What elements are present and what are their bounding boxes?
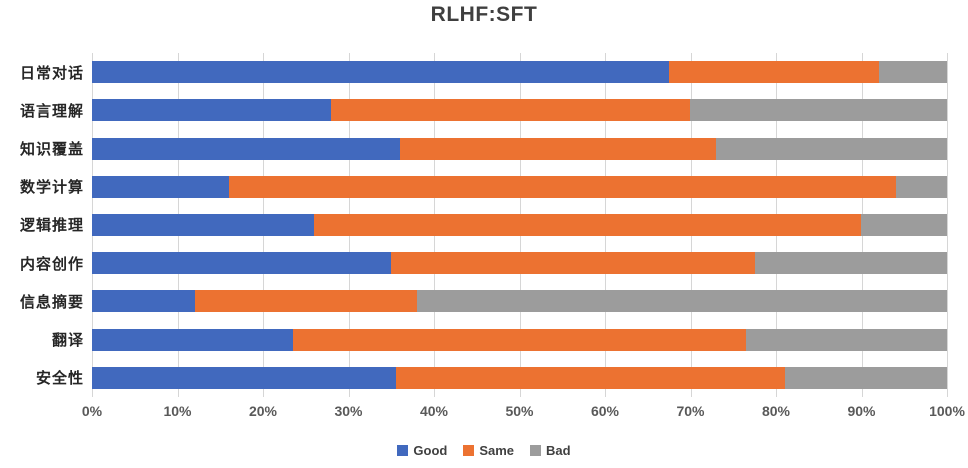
bar-segment-good — [92, 366, 396, 389]
legend-swatch-icon — [397, 445, 409, 456]
bar-segment-same — [391, 252, 755, 275]
bar-row-2 — [92, 91, 947, 129]
legend-label: Good — [413, 443, 448, 458]
bar-segment-bad — [895, 175, 947, 198]
x-tick-label-60%: 60% — [590, 403, 620, 419]
bar-segment-good — [92, 99, 332, 122]
bar-segment-good — [92, 328, 293, 351]
stacked-bar — [92, 366, 947, 389]
category-label-9: 安全性 — [35, 370, 84, 388]
stacked-bar — [92, 99, 947, 122]
x-tick-label-30%: 30% — [334, 403, 363, 419]
bar-segment-bad — [416, 290, 947, 313]
bar-segment-bad — [716, 137, 947, 160]
category-label-6: 内容创作 — [19, 255, 84, 273]
category-label-1: 日常对话 — [19, 64, 84, 82]
x-tick-label-80%: 80% — [761, 403, 791, 419]
category-label-3: 知识覆盖 — [19, 141, 84, 159]
x-axis-tick-labels: 0% 10% 20% 30% 40% 50% 60% 70% 80% 90% 100% — [0, 403, 968, 421]
bar-segment-same — [194, 290, 417, 313]
legend-swatch-icon — [530, 445, 542, 456]
bar-row-1 — [92, 53, 947, 91]
category-label-8: 翻译 — [51, 332, 84, 350]
bar-segment-bad — [784, 366, 947, 389]
bar-segment-good — [92, 137, 400, 160]
x-tick-label-90%: 90% — [847, 403, 876, 419]
bar-row-3 — [92, 129, 947, 167]
stacked-bar — [92, 61, 947, 84]
bar-segment-bad — [746, 328, 947, 351]
x-tick-label-0%: 0% — [81, 403, 103, 419]
plot-area — [92, 53, 948, 397]
stacked-bar — [92, 175, 947, 198]
bar-segment-good — [92, 290, 195, 313]
bar-segment-same — [292, 328, 747, 351]
bar-segment-good — [92, 213, 315, 236]
stacked-bar — [92, 213, 947, 236]
x-tick-label-10%: 10% — [163, 403, 192, 419]
category-label-7: 信息摘要 — [19, 293, 84, 311]
legend-swatch-icon — [463, 445, 475, 456]
legend-label: Same — [479, 443, 515, 458]
bar-segment-same — [314, 213, 862, 236]
x-tick-label-20%: 20% — [248, 403, 278, 419]
x-tick-label-70%: 70% — [676, 403, 705, 419]
chart-legend: Good Same Bad — [0, 443, 968, 458]
stacked-bar — [92, 137, 947, 160]
bar-segment-good — [92, 252, 392, 275]
bar-row-7 — [92, 282, 947, 320]
x-tick-label-100%: 100% — [929, 403, 965, 419]
chart-title: RLHF:SFT — [430, 3, 538, 26]
bar-segment-same — [399, 137, 717, 160]
bar-segment-bad — [690, 99, 947, 122]
legend-label: Bad — [546, 443, 571, 458]
gridline-100% — [947, 53, 948, 397]
bar-segment-good — [92, 61, 670, 84]
stacked-bar — [92, 328, 947, 351]
legend-item-bad: Bad — [530, 443, 571, 458]
category-label-5: 逻辑推理 — [19, 217, 84, 235]
bar-row-5 — [92, 206, 947, 244]
bar-segment-same — [228, 175, 896, 198]
legend-item-same: Same — [463, 443, 514, 458]
x-tick-label-50%: 50% — [505, 403, 534, 419]
y-axis-category-labels: 日常对话语言理解知识覆盖数学计算逻辑推理内容创作信息摘要翻译安全性 — [0, 53, 84, 397]
bar-row-9 — [92, 359, 947, 397]
bar-segment-good — [92, 175, 229, 198]
bar-segment-bad — [754, 252, 947, 275]
legend-item-good: Good — [397, 443, 447, 458]
bar-segment-same — [669, 61, 879, 84]
bar-row-6 — [92, 244, 947, 282]
bar-segment-same — [395, 366, 785, 389]
bar-row-4 — [92, 168, 947, 206]
x-tick-label-40%: 40% — [419, 403, 449, 419]
bar-segment-bad — [861, 213, 947, 236]
bar-segment-bad — [878, 61, 947, 84]
stacked-bar — [92, 252, 947, 275]
bar-segment-same — [331, 99, 691, 122]
bar-row-8 — [92, 321, 947, 359]
stacked-bar — [92, 290, 947, 313]
category-label-4: 数学计算 — [19, 179, 84, 197]
category-label-2: 语言理解 — [19, 102, 84, 120]
bar-rows — [92, 53, 947, 397]
